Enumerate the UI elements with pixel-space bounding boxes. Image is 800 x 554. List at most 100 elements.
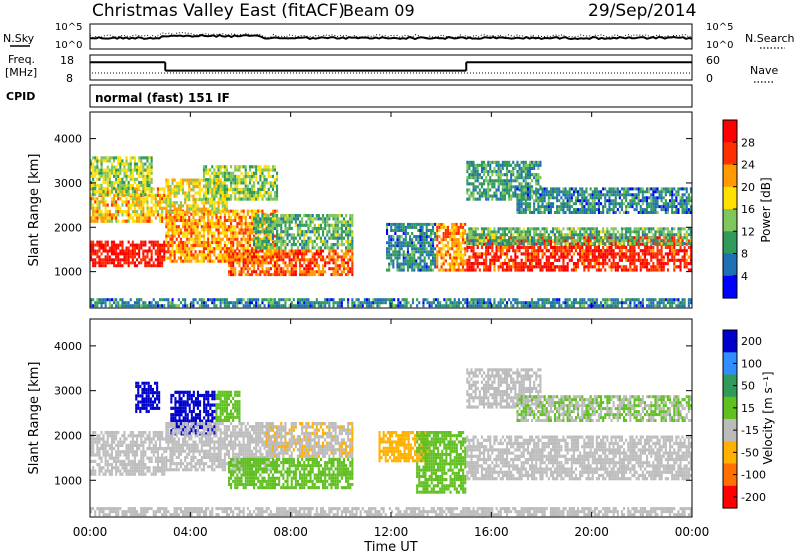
heatmap-cell (296, 214, 299, 218)
heatmap-cell (687, 227, 690, 231)
heatmap-cell (623, 265, 626, 269)
heatmap-cell (685, 236, 688, 240)
heatmap-cell (415, 250, 418, 254)
heatmap-cell (453, 235, 456, 239)
heatmap-cell (309, 217, 312, 221)
heatmap-cell (506, 166, 509, 170)
heatmap-cell (317, 214, 320, 218)
heatmap-cell (554, 255, 557, 259)
heatmap-cell (633, 252, 636, 256)
heatmap-cell (238, 231, 241, 235)
heatmap-cell (94, 156, 97, 160)
heatmap-cell (499, 242, 502, 246)
heatmap-cell (516, 245, 519, 249)
heatmap-cell (209, 250, 212, 254)
heatmap-cell (138, 159, 141, 163)
heatmap-cell (334, 226, 337, 231)
heatmap-cell (282, 230, 285, 234)
heatmap-cell (106, 252, 109, 256)
heatmap-cell (98, 249, 101, 253)
heatmap-cell (246, 247, 249, 251)
heatmap-cell (173, 234, 176, 238)
heatmap-cell (606, 255, 609, 259)
heatmap-cell (271, 187, 274, 191)
heatmap-cell (152, 197, 155, 201)
heatmap-cell (425, 229, 428, 232)
heatmap-cell (658, 239, 661, 243)
heatmap-cell (131, 171, 134, 175)
heatmap-cell (280, 239, 283, 243)
heatmap-cell (98, 193, 101, 197)
heatmap-cell (238, 212, 241, 216)
heatmap-cell (263, 181, 266, 185)
heatmap-cell (110, 162, 113, 166)
heatmap-cell (167, 215, 170, 219)
heatmap-cell (662, 262, 665, 266)
heatmap-cell (186, 210, 189, 214)
heatmap-cell (552, 239, 555, 243)
heatmap-cell (470, 176, 473, 180)
heatmap-cell (138, 216, 141, 220)
heatmap-cell (244, 240, 247, 244)
heatmap-cell (485, 194, 488, 198)
heatmap-cell (152, 240, 155, 244)
heatmap-cell (219, 181, 222, 185)
heatmap-cell (96, 162, 99, 166)
heatmap-cell (225, 259, 228, 263)
heatmap-cell (472, 191, 475, 195)
heatmap-cell (593, 252, 596, 256)
heatmap-cell (159, 193, 162, 197)
heatmap-cell (121, 258, 124, 262)
heatmap-cell (570, 258, 573, 262)
heatmap-cell (133, 200, 136, 204)
heatmap-cell (503, 245, 506, 249)
heatmap-cell (606, 262, 609, 266)
heatmap-cell (324, 270, 327, 274)
heatmap-cell (207, 225, 210, 229)
heatmap-cell (501, 268, 504, 272)
heatmap-cell (539, 245, 542, 249)
heatmap-cell (263, 187, 266, 191)
heatmap-cell (136, 246, 139, 250)
heatmap-cell (294, 252, 297, 256)
heatmap-cell (246, 234, 249, 238)
heatmap-cell (480, 191, 483, 195)
heatmap-cell (522, 170, 525, 174)
heatmap-cell (146, 261, 149, 265)
heatmap-cell (396, 250, 399, 254)
heatmap-cell (332, 230, 335, 234)
heatmap-cell (459, 253, 462, 257)
heatmap-cell (556, 265, 559, 269)
beam-label: Beam 09 (343, 1, 415, 20)
heatmap-cell (633, 242, 636, 246)
heatmap-cell (94, 190, 97, 194)
heatmap-cell (196, 178, 199, 182)
heatmap-cell (658, 249, 661, 253)
heatmap-cell (263, 261, 266, 265)
heatmap-cell (136, 219, 139, 223)
heatmap-cell (230, 222, 233, 226)
heatmap-cell (267, 226, 270, 231)
heatmap-cell (681, 249, 684, 253)
heatmap-cell (211, 225, 214, 229)
heatmap-cell (188, 225, 191, 229)
heatmap-cell (666, 262, 669, 266)
heatmap-cell (138, 261, 141, 265)
heatmap-cell (579, 255, 582, 259)
heatmap-cell (280, 226, 283, 231)
heatmap-cell (186, 191, 189, 195)
heatmap-cell (108, 255, 111, 259)
heatmap-cell (133, 261, 136, 265)
heatmap-cell (100, 156, 103, 160)
heatmap-cell (394, 244, 397, 248)
heatmap-cell (177, 191, 180, 195)
heatmap-cell (184, 244, 187, 248)
heatmap-cell (406, 250, 409, 254)
heatmap-cell (271, 230, 274, 234)
heatmap-cell (257, 194, 260, 198)
heatmap-cell (627, 236, 630, 240)
heatmap-cell (209, 240, 212, 244)
heatmap-cell (257, 230, 260, 234)
heatmap-cell (198, 188, 201, 192)
heatmap-cell (476, 265, 479, 269)
